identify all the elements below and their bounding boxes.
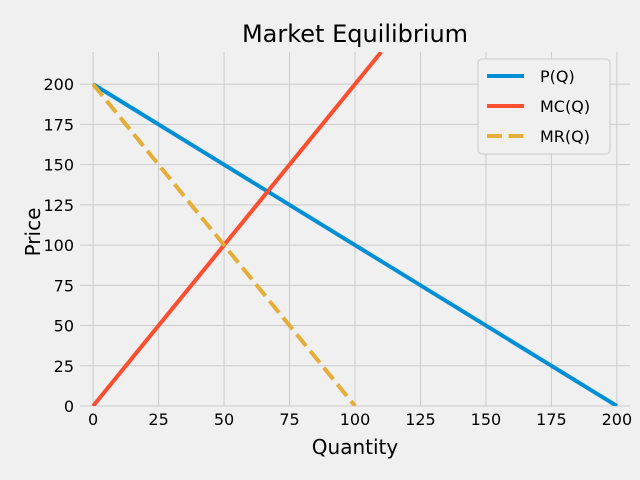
x-tick-label: 150 [471,410,502,429]
y-tick-label: 25 [54,357,74,376]
legend-label-p-q: P(Q) [540,67,575,86]
series-line-p-q [92,82,618,406]
legend: P(Q) MC(Q) MR(Q) [477,58,611,155]
chart-title: Market Equilibrium [242,20,468,48]
legend-label-mr-q: MR(Q) [540,127,590,146]
y-tick-label: 175 [43,115,74,134]
x-tick-label: 25 [148,410,168,429]
x-tick-label: 50 [214,410,234,429]
x-tick-label: 75 [279,410,299,429]
y-tick-label: 150 [43,156,74,175]
x-tick-label: 0 [88,410,98,429]
x-axis-label: Quantity [312,435,399,459]
x-tick-label: 175 [536,410,567,429]
y-axis-label: Price [21,208,45,257]
y-tick-label: 75 [54,276,74,295]
x-tick-label: 125 [405,410,436,429]
y-tick-label: 100 [43,236,74,255]
y-tick-label: 125 [43,196,74,215]
y-tick-label: 200 [43,75,74,94]
y-ticks: 0 25 50 75 100 125 150 175 200 [43,75,74,416]
x-ticks: 0 25 50 75 100 125 150 175 200 [88,410,632,429]
plot-area [91,52,618,406]
legend-box [477,58,611,155]
y-tick-label: 0 [64,397,74,416]
series-line-mc-q [91,52,383,406]
x-tick-label: 200 [602,410,633,429]
series-line-mr-q [91,82,357,406]
legend-label-mc-q: MC(Q) [540,97,590,116]
x-tick-label: 100 [340,410,371,429]
y-tick-label: 50 [54,317,74,336]
